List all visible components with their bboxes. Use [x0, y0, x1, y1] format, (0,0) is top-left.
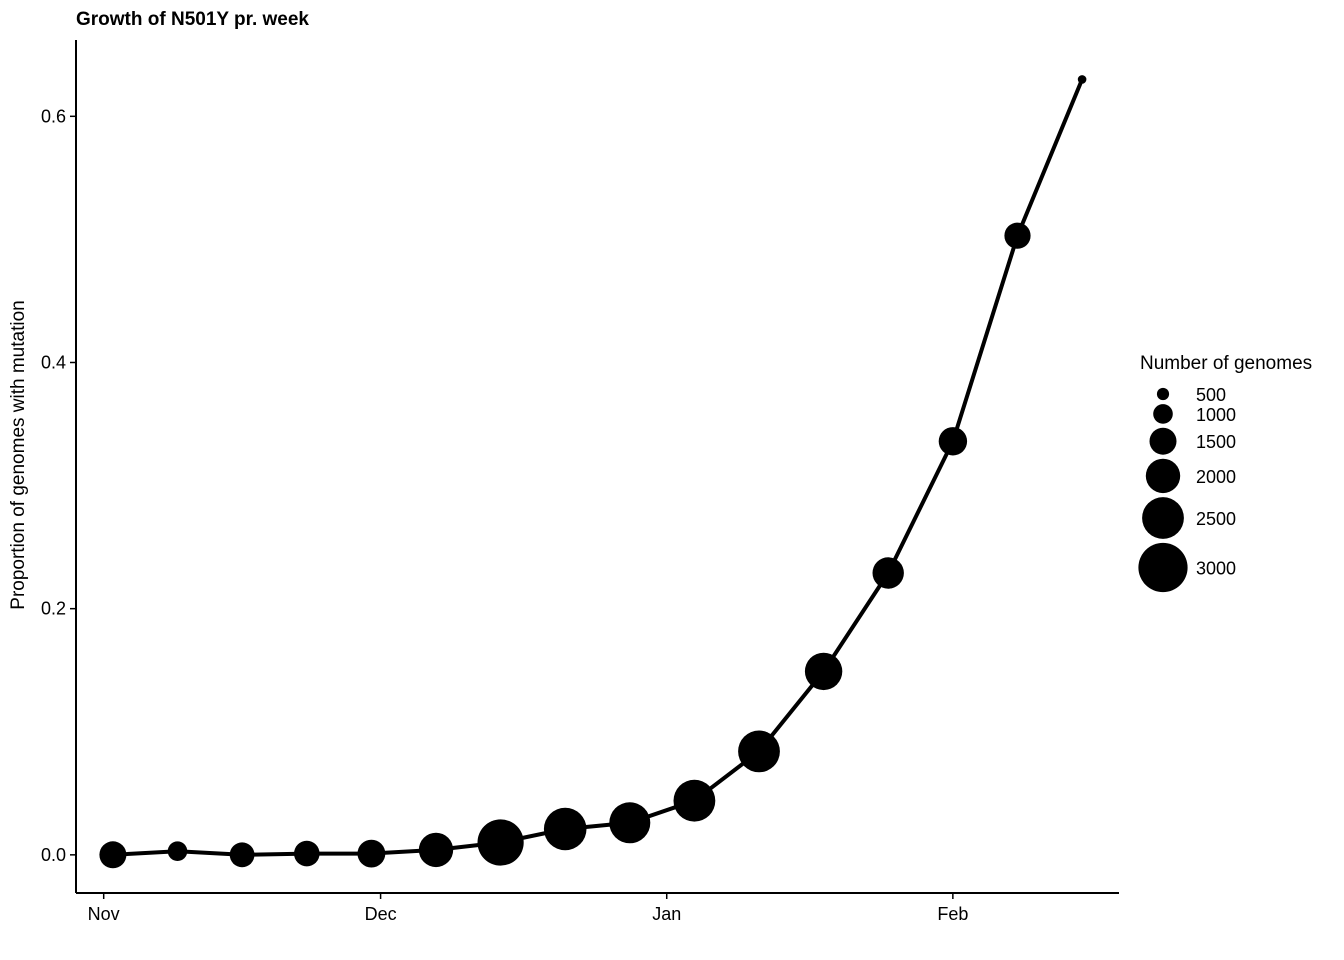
legend-label: 2000	[1196, 467, 1236, 487]
series-line	[110, 77, 1085, 857]
series-layer	[99, 75, 1087, 869]
data-point	[99, 841, 127, 869]
data-point	[294, 840, 320, 867]
data-point	[229, 842, 255, 868]
x-tick-label: Nov	[88, 904, 120, 924]
x-tick-label: Jan	[652, 904, 681, 924]
data-point	[477, 819, 524, 866]
x-tick-label: Dec	[365, 904, 397, 924]
data-point	[738, 730, 780, 773]
legend-key	[1142, 497, 1184, 539]
legend-label: 2500	[1196, 509, 1236, 529]
data-point	[418, 832, 454, 868]
data-point	[872, 557, 904, 589]
data-point	[938, 427, 968, 456]
y-tick-label: 0.6	[41, 106, 66, 126]
legend-title: Number of genomes	[1140, 353, 1312, 374]
legend-key	[1145, 458, 1181, 494]
data-point	[167, 841, 188, 861]
data-point	[357, 839, 386, 868]
data-point	[609, 802, 651, 844]
axes: 0.0 0.2 0.4 0.6 Nov Dec Jan Feb	[41, 40, 1119, 924]
data-point	[804, 652, 843, 691]
data-point	[1077, 75, 1087, 84]
y-tick-label: 0.2	[41, 599, 66, 619]
legend-key	[1153, 404, 1173, 424]
y-axis-title: Proportion of genomes with mutation	[8, 300, 29, 609]
y-tick-label: 0.4	[41, 352, 66, 372]
chart-title: Growth of N501Y pr. week	[76, 9, 309, 30]
data-point	[1004, 222, 1031, 249]
data-point	[673, 779, 716, 822]
legend-label: 3000	[1196, 559, 1236, 579]
legend-label: 500	[1196, 385, 1226, 405]
legend-label: 1500	[1196, 432, 1236, 452]
legend-key	[1149, 427, 1177, 455]
legend-key	[1156, 387, 1170, 401]
data-point	[543, 807, 587, 851]
x-tick-label: Feb	[937, 904, 968, 924]
y-tick-label: 0.0	[41, 845, 66, 865]
legend-key	[1138, 542, 1188, 593]
legend-label: 1000	[1196, 405, 1236, 425]
